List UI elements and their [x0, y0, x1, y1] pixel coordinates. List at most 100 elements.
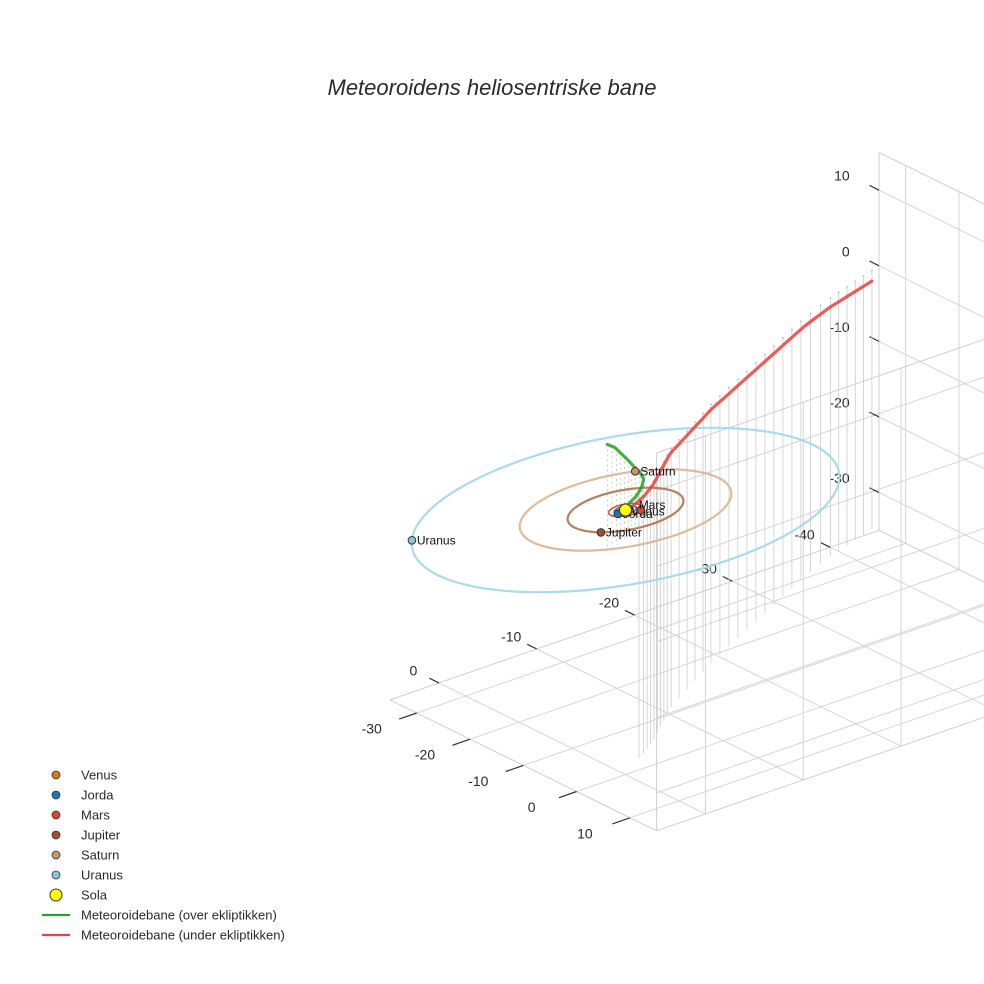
grid-line: [878, 189, 984, 243]
drop-line-cap: [737, 378, 739, 381]
axis-edge: [878, 151, 984, 205]
drop-line-cap: [694, 421, 696, 423]
orbit-uranus: [410, 426, 841, 594]
legend-marker-swatch: [51, 850, 61, 860]
planet-label-mars: Mars: [639, 498, 666, 512]
drop-line-cap: [746, 370, 748, 372]
drop-line-cap: [728, 386, 730, 389]
drop-line-cap: [837, 291, 840, 294]
drop-line-cap: [809, 312, 812, 315]
legend-label: Sola: [81, 888, 108, 903]
orbit-saturn: [518, 468, 733, 552]
x-tick-label: 0: [410, 662, 418, 678]
x-tick-label: -10: [501, 628, 521, 644]
axis-edge: [389, 699, 657, 832]
drop-line-cap: [755, 361, 757, 364]
axis-edge: [656, 716, 984, 832]
grid-line: [656, 678, 984, 794]
drop-line-cap: [670, 447, 672, 450]
x-tick: [526, 643, 538, 650]
meteoroid-path-below: [620, 279, 874, 513]
y-tick-label: 10: [577, 825, 593, 841]
y-tick: [558, 790, 577, 799]
legend-label: Saturn: [81, 848, 119, 863]
z-tick-label: -20: [829, 395, 849, 411]
grid-line: [469, 569, 960, 740]
sun-marker: [619, 503, 632, 517]
planet-label-uranus: Uranus: [417, 533, 456, 547]
legend-label: Venus: [81, 768, 118, 783]
grid-line: [656, 603, 984, 718]
planet-marker-uranus: [407, 536, 417, 545]
drop-line-cap: [871, 269, 873, 272]
x-tick: [429, 677, 440, 684]
drop-line-cap: [686, 430, 688, 432]
drop-line-cap: [846, 286, 848, 288]
legend-marker-swatch: [51, 790, 61, 800]
legend-label: Mars: [81, 808, 110, 823]
z-tick-label: 0: [842, 243, 850, 259]
legend-label: Meteoroidebane (over ekliptikken): [81, 908, 277, 923]
legend-sun-swatch: [49, 888, 63, 902]
planet-marker-saturn: [630, 467, 640, 476]
z-tick-label: -10: [829, 319, 849, 335]
drop-line-cap: [719, 395, 721, 397]
grid-line: [878, 340, 984, 394]
legend-marker-swatch: [51, 770, 61, 780]
drop-line-cap: [773, 345, 775, 347]
drop-line-cap: [764, 353, 766, 356]
y-tick: [452, 738, 471, 746]
y-tick-label: -30: [362, 721, 382, 737]
axis-edge: [878, 529, 984, 583]
drop-line-cap: [854, 280, 857, 283]
planet-label-saturn: Saturn: [640, 464, 675, 478]
x-tick-label: -40: [794, 527, 814, 543]
drop-line-cap: [710, 403, 712, 406]
z-tick-label: 10: [834, 168, 850, 184]
y-tick-label: -20: [415, 747, 435, 763]
legend-label: Jorda: [81, 788, 114, 803]
y-tick: [398, 712, 417, 720]
legend-marker-swatch: [51, 870, 61, 880]
drop-line-cap: [819, 304, 822, 307]
grid-line: [878, 492, 984, 545]
z-tick: [869, 487, 880, 494]
grid-line: [878, 265, 984, 318]
grid-line: [576, 649, 984, 792]
x-tick: [722, 575, 733, 582]
grid-lines: [416, 165, 984, 819]
legend: Venus Jorda Mars Jupiter Saturn Uranus Sola Met…: [42, 768, 285, 943]
z-tick: [869, 336, 880, 342]
drop-line-cap: [782, 336, 784, 339]
z-tick: [869, 411, 880, 418]
orbit-jupiter: [566, 486, 685, 534]
planet-marker-jupiter: [596, 528, 606, 537]
y-tick: [612, 817, 631, 825]
chart-title: Meteoroidens heliosentriske bane: [328, 75, 657, 100]
drop-line-cap: [862, 275, 865, 277]
drop-line-cap: [800, 320, 802, 322]
drop-line-cap: [678, 438, 680, 441]
z-tick: [869, 260, 880, 267]
drop-line-cap: [702, 412, 704, 415]
legend-label: Jupiter: [81, 828, 121, 843]
axis-edge: [389, 529, 880, 701]
grid-line: [523, 605, 984, 766]
y-tick-label: 0: [528, 799, 536, 815]
x-tick-label: -20: [599, 595, 619, 611]
grid-line: [416, 542, 906, 714]
legend-label: Meteoroidebane (under ekliptikken): [81, 928, 285, 943]
x-tick: [624, 609, 635, 616]
legend-marker-swatch: [51, 810, 61, 820]
grid-line: [629, 694, 984, 819]
z-tick: [869, 184, 880, 191]
planet-marker-mars: [636, 505, 646, 515]
legend-marker-swatch: [51, 830, 61, 840]
grid-line: [878, 416, 984, 470]
drop-line-cap: [829, 297, 832, 299]
y-tick: [505, 764, 524, 773]
planet-label-jupiter: Jupiter: [606, 525, 642, 539]
